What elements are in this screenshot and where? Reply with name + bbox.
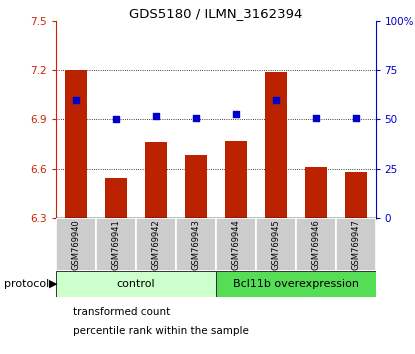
Text: GSM769944: GSM769944: [231, 219, 240, 270]
Text: protocol: protocol: [4, 279, 49, 289]
Bar: [105, 178, 127, 218]
Point: [112, 116, 119, 122]
Bar: [225, 141, 247, 218]
FancyBboxPatch shape: [56, 218, 96, 271]
Bar: [305, 167, 327, 218]
Text: control: control: [117, 279, 155, 289]
Bar: [145, 142, 167, 218]
Point: [193, 115, 199, 120]
Text: GSM769947: GSM769947: [351, 219, 360, 270]
Text: GSM769941: GSM769941: [112, 219, 120, 270]
FancyBboxPatch shape: [176, 218, 216, 271]
Bar: [344, 172, 366, 218]
Point: [153, 113, 159, 118]
FancyBboxPatch shape: [216, 218, 256, 271]
FancyBboxPatch shape: [56, 271, 216, 297]
Bar: [265, 72, 287, 218]
Point: [312, 115, 319, 120]
Text: ▶: ▶: [49, 279, 57, 289]
Text: GSM769943: GSM769943: [191, 219, 200, 270]
Point: [232, 111, 239, 116]
Bar: [65, 70, 87, 218]
Bar: [185, 155, 207, 218]
Text: GSM769946: GSM769946: [311, 219, 320, 270]
FancyBboxPatch shape: [295, 218, 336, 271]
Text: GSM769945: GSM769945: [271, 219, 280, 270]
Point: [272, 97, 279, 103]
Text: GSM769940: GSM769940: [71, 219, 81, 270]
Text: Bcl11b overexpression: Bcl11b overexpression: [233, 279, 359, 289]
FancyBboxPatch shape: [216, 271, 376, 297]
Point: [352, 115, 359, 120]
Text: percentile rank within the sample: percentile rank within the sample: [73, 326, 249, 336]
FancyBboxPatch shape: [96, 218, 136, 271]
FancyBboxPatch shape: [136, 218, 176, 271]
Title: GDS5180 / ILMN_3162394: GDS5180 / ILMN_3162394: [129, 7, 303, 20]
FancyBboxPatch shape: [256, 218, 295, 271]
Point: [73, 97, 79, 103]
Text: transformed count: transformed count: [73, 307, 170, 317]
FancyBboxPatch shape: [336, 218, 376, 271]
Text: GSM769942: GSM769942: [151, 219, 160, 270]
